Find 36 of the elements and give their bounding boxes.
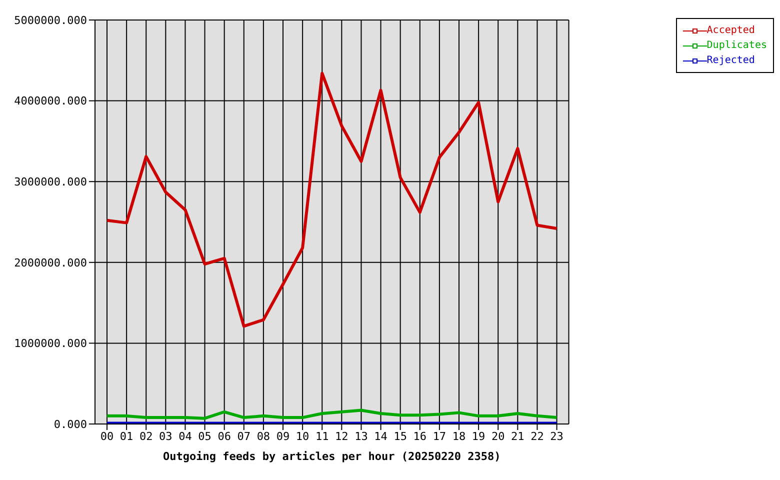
- y-tick-label: 0.000: [54, 418, 87, 431]
- x-tick-label: 10: [296, 430, 310, 443]
- y-tick-label: 5000000.000: [14, 14, 87, 27]
- x-axis-title: Outgoing feeds by articles per hour (20250220 2358): [163, 450, 501, 463]
- x-tick-label: 18: [452, 430, 466, 443]
- y-tick-label: 1000000.000: [14, 337, 87, 350]
- legend-label: Accepted: [706, 24, 755, 38]
- x-tick-label: 22: [530, 430, 544, 443]
- x-tick-label: 17: [432, 430, 446, 443]
- x-tick-label: 05: [198, 430, 212, 443]
- x-tick-label: 13: [354, 430, 368, 443]
- x-tick-label: 09: [276, 430, 290, 443]
- line-series: [106, 72, 558, 328]
- y-tick-label: 4000000.000: [14, 94, 87, 108]
- x-tick-label: 04: [178, 430, 192, 443]
- x-tick-label: 07: [237, 430, 251, 443]
- y-tick-label: 2000000.000: [14, 256, 87, 270]
- x-tick-label: 01: [120, 430, 134, 443]
- x-tick-label: 00: [100, 430, 114, 443]
- x-tick-label: 16: [413, 430, 427, 443]
- x-tick-label: 03: [159, 430, 172, 443]
- legend-label: Rejected: [706, 54, 755, 68]
- y-tick-label: 3000000.000: [14, 176, 87, 189]
- x-tick-label: 12: [335, 430, 348, 443]
- x-tick-label: 02: [139, 430, 153, 443]
- x-tick-label: 08: [256, 430, 270, 443]
- x-tick-label: 20: [491, 430, 505, 443]
- line-series: [106, 408, 558, 420]
- x-tick-label: 23: [550, 430, 564, 443]
- x-tick-label: 15: [394, 430, 407, 443]
- x-tick-label: 11: [315, 430, 329, 443]
- x-tick-label: 14: [374, 430, 388, 443]
- x-tick-label: 19: [472, 430, 486, 443]
- x-tick-label: 21: [511, 430, 524, 443]
- x-tick-label: 06: [218, 430, 231, 443]
- legend-label: Duplicates: [706, 39, 767, 53]
